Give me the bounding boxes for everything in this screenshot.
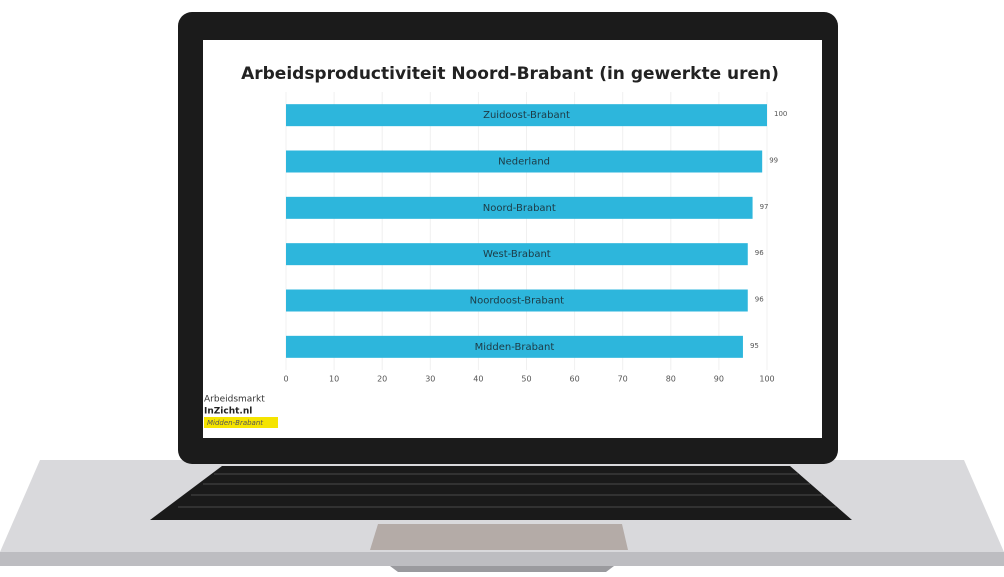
laptop-base-edge (0, 552, 1004, 566)
logo-line: Arbeidsmarkt (204, 395, 265, 405)
category-label: Noordoost-Brabant (470, 296, 565, 307)
logo-line: InZicht.nl (204, 407, 252, 417)
x-tick-label: 30 (425, 375, 435, 384)
x-tick-label: 80 (666, 375, 676, 384)
category-label: Zuidoost-Brabant (483, 110, 570, 121)
x-tick-label: 20 (377, 375, 387, 384)
category-label: Nederland (498, 157, 550, 168)
x-tick-label: 90 (714, 375, 724, 384)
screen (203, 40, 822, 438)
value-label: 100 (774, 110, 787, 118)
value-label: 99 (769, 157, 778, 165)
category-label: West-Brabant (483, 249, 551, 260)
x-tick-label: 70 (618, 375, 628, 384)
value-label: 96 (755, 249, 764, 257)
chart-title: Arbeidsproductiviteit Noord-Brabant (in … (241, 64, 779, 84)
value-label: 96 (755, 296, 764, 304)
x-tick-label: 100 (759, 375, 774, 384)
value-label: 95 (750, 342, 759, 350)
x-tick-label: 60 (570, 375, 580, 384)
value-label: 97 (760, 203, 769, 211)
category-label: Noord-Brabant (483, 203, 556, 214)
trackpad (370, 524, 628, 550)
laptop-mockup: Arbeidsproductiviteit Noord-Brabant (in … (0, 0, 1004, 573)
x-tick-label: 40 (473, 375, 483, 384)
x-tick-label: 50 (521, 375, 531, 384)
x-tick-label: 0 (283, 375, 288, 384)
logo-line: Midden-Brabant (207, 419, 263, 427)
category-label: Midden-Brabant (475, 342, 555, 353)
x-tick-label: 10 (329, 375, 339, 384)
laptop-notch (390, 566, 614, 572)
